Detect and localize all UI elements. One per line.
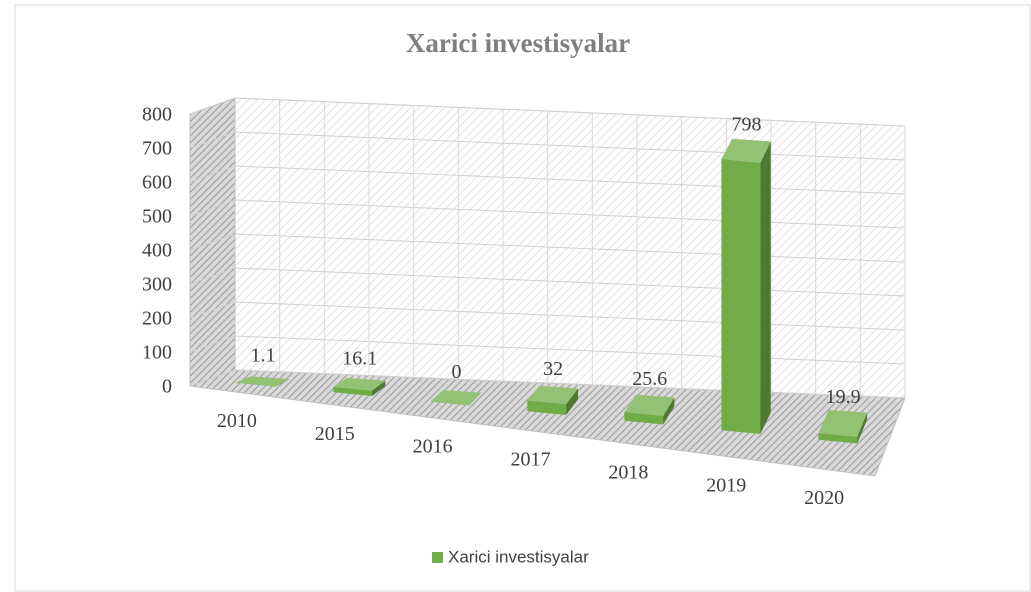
- data-label: 0: [451, 361, 461, 383]
- bar-front: [818, 432, 858, 444]
- y-tick-label: 400: [142, 240, 172, 262]
- y-tick-label: 800: [142, 104, 172, 126]
- x-tick-label: 2019: [706, 474, 746, 496]
- x-tick-label: 2017: [511, 449, 551, 471]
- bar-side: [760, 141, 771, 435]
- x-tick-label: 2010: [217, 410, 257, 432]
- data-label: 25.6: [632, 368, 667, 390]
- x-tick-label: 2016: [413, 436, 453, 458]
- y-tick-label: 600: [142, 172, 172, 194]
- bar-top: [236, 376, 289, 387]
- bar-front: [624, 412, 664, 425]
- grid-line: [189, 267, 906, 297]
- grid-line: [189, 369, 906, 399]
- y-tick-label: 700: [142, 138, 172, 160]
- plot-area: 0 100 200 300 400 500 600 700 800 2010 2015 2016 201…: [142, 97, 906, 509]
- bar-front: [236, 382, 276, 387]
- grid-line: [189, 131, 906, 161]
- bar-top: [721, 138, 771, 163]
- x-tick-label: 2018: [608, 461, 648, 483]
- bar-side: [372, 380, 386, 397]
- grid-line: [189, 165, 906, 195]
- bar-top: [333, 377, 386, 391]
- bar-side: [566, 388, 579, 416]
- y-tick-label: 500: [142, 206, 172, 228]
- bar-top: [430, 390, 482, 406]
- legend-swatch: [432, 552, 443, 563]
- grid-line: [189, 233, 906, 263]
- bar-side: [663, 397, 675, 425]
- data-label: 798: [731, 113, 761, 135]
- bar-top: [624, 394, 675, 416]
- grid-line: [189, 97, 906, 127]
- bar-front: [721, 158, 761, 435]
- y-tick-label: 300: [142, 274, 172, 296]
- x-tick-label: 2015: [315, 423, 355, 445]
- bar-top: [527, 385, 579, 405]
- bar-side: [275, 379, 289, 387]
- data-label: 1.1: [251, 344, 276, 366]
- grid-line: [189, 335, 906, 365]
- grid-line: [189, 301, 906, 331]
- chart-title: Xarici investisyalar: [406, 28, 630, 58]
- y-tick-label: 100: [142, 342, 172, 364]
- y-tick-label: 200: [142, 308, 172, 330]
- data-label: 32: [543, 358, 563, 380]
- bar-front: [333, 386, 373, 397]
- data-label: 16.1: [342, 347, 377, 369]
- legend-label: Xarici investisyalar: [448, 547, 589, 566]
- y-tick-label: 0: [162, 376, 172, 398]
- bar-front: [527, 400, 567, 416]
- data-label: 19.9: [826, 386, 861, 408]
- grid-line: [189, 199, 906, 229]
- bar-side: [857, 412, 868, 444]
- x-tick-label: 2020: [804, 487, 844, 509]
- bar-top: [818, 409, 868, 437]
